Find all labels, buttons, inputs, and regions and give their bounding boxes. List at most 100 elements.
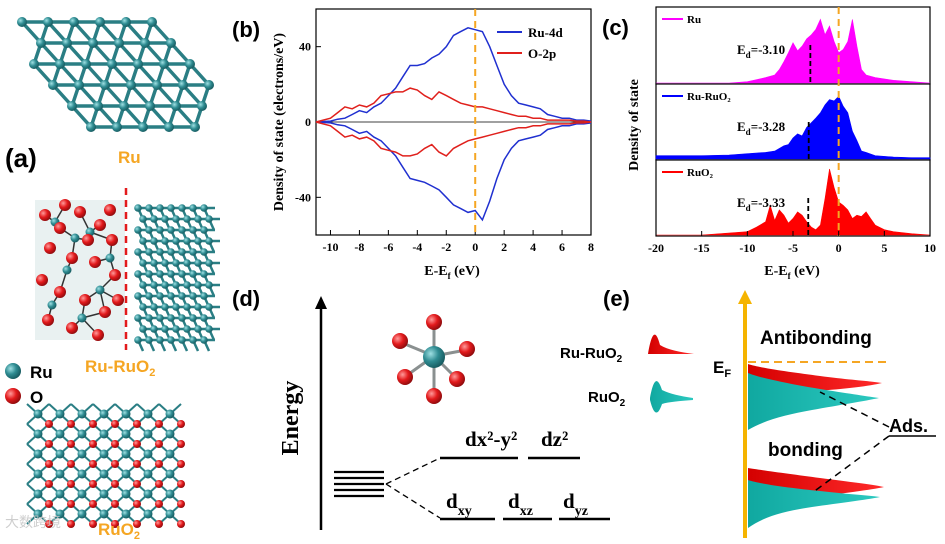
x-tick-label-c: 5 — [881, 241, 887, 255]
ru-atom — [47, 300, 57, 310]
ru-atom — [121, 469, 131, 479]
o-atom — [36, 274, 48, 286]
ru-atom — [33, 489, 43, 499]
ru-atom — [143, 429, 153, 439]
legend-o-label: O — [30, 388, 43, 407]
ru-atom — [121, 409, 131, 419]
ru-atom — [77, 449, 87, 459]
watermark: 大数跨境 — [5, 514, 61, 530]
o-atom — [177, 460, 185, 468]
x-tick-label-b: -10 — [322, 240, 338, 254]
ru-atom — [183, 303, 191, 311]
dos-subplots-c: Ru Ed=-3.10 Ru-RuO₂ Ed=-3.28 RuO₂ Ed=-3.33 -20… — [648, 6, 936, 255]
o-atom — [111, 460, 119, 468]
o-atom — [133, 440, 141, 448]
o-atom — [133, 480, 141, 488]
x-tick-label-b: 0 — [472, 240, 478, 254]
dband-center-label-c-1: Ed=-3.28 — [737, 119, 786, 137]
o-atom — [79, 294, 91, 306]
ru-atom — [74, 80, 84, 90]
energy-axis-label: Energy — [278, 381, 304, 456]
o-atom — [44, 242, 56, 254]
y-axis-label-c: Density of state — [627, 79, 642, 171]
x-tick-label-c: 0 — [836, 241, 842, 255]
dband-center-label-c-0: Ed=-3.10 — [737, 42, 785, 60]
series-line-b-0-up — [315, 27, 592, 123]
ru-atom — [183, 281, 191, 289]
ru-atom — [205, 325, 213, 333]
ru-atom — [138, 122, 148, 132]
ru-atom — [190, 122, 200, 132]
ru-atom — [62, 38, 72, 48]
adsorbate-bonding-link — [811, 435, 890, 494]
o-atom — [99, 306, 111, 318]
panel-a: Ru (a) Ru-RuO2 Ru O RuO2 大数跨境 — [5, 17, 220, 542]
ru-atom — [183, 215, 191, 223]
x-tick-label-b: 8 — [588, 240, 594, 254]
ru-atom — [165, 469, 175, 479]
ru-atom — [139, 215, 147, 223]
x-tick-label-c: -15 — [694, 241, 710, 255]
legend-ru-label: Ru — [30, 363, 53, 382]
ru-ruo2-dband-peak — [648, 334, 694, 354]
t2g-label-dxz: dxz — [508, 489, 533, 519]
ru-atom — [167, 292, 175, 300]
x-tick-label-c: -10 — [739, 241, 755, 255]
splitting-line-t2g — [385, 483, 441, 519]
ru-atom — [150, 325, 158, 333]
ru-atom — [204, 80, 214, 90]
ru-atom — [165, 409, 175, 419]
ru-atom — [161, 325, 169, 333]
ru-atom — [77, 409, 87, 419]
eg-label-dx2-y2: dx²-y² — [465, 427, 517, 451]
o-atom — [155, 420, 163, 428]
ru-atom — [134, 270, 142, 278]
o-atom — [89, 440, 97, 448]
o-atom — [177, 500, 185, 508]
o-atom — [155, 440, 163, 448]
ru-atom — [172, 281, 180, 289]
ru-atom — [189, 292, 197, 300]
ru-atom — [189, 248, 197, 256]
species-label-ruo2: RuO2 — [588, 389, 626, 409]
ru-atom — [99, 469, 109, 479]
ru-atom — [55, 489, 65, 499]
ru-atom — [194, 237, 202, 245]
panel-label-b: (b) — [232, 17, 260, 42]
o-atom — [111, 420, 119, 428]
ru-atom — [145, 292, 153, 300]
o-atom — [94, 219, 106, 231]
o-atom — [67, 440, 75, 448]
ru-atom — [114, 38, 124, 48]
ru-ruo2-interface-structure — [35, 199, 220, 352]
panel-label-c: (c) — [602, 15, 629, 40]
o-atom — [112, 294, 124, 306]
ru-atom — [143, 509, 153, 519]
ru-atom — [189, 204, 197, 212]
ru-atom — [70, 233, 80, 243]
ru-atom — [205, 303, 213, 311]
o-atom — [155, 500, 163, 508]
y-tick-label-b: 0 — [305, 115, 311, 129]
ru-atom — [93, 101, 103, 111]
structure-label-ru: Ru — [118, 148, 141, 167]
ru-atom — [156, 270, 164, 278]
ru-atom — [145, 226, 153, 234]
o-atom — [45, 460, 53, 468]
species-label-ru-ruo2: Ru-RuO2 — [560, 345, 623, 365]
ru-atom — [147, 17, 157, 27]
ru-atom — [150, 303, 158, 311]
x-axis-label-b: E-Ef (eV) — [424, 264, 480, 281]
ru-atom — [121, 429, 131, 439]
dband-center-label-c-2: Ed=-3.33 — [737, 195, 786, 213]
ru-atom — [88, 38, 98, 48]
ru-atom — [161, 281, 169, 289]
ru-atom — [200, 314, 208, 322]
o-atom — [133, 420, 141, 428]
o-atom — [106, 234, 118, 246]
o-atom — [109, 269, 121, 281]
ru-atom — [126, 80, 136, 90]
ru-atom — [183, 325, 191, 333]
ru-atom — [99, 489, 109, 499]
ru-atom — [119, 101, 129, 111]
